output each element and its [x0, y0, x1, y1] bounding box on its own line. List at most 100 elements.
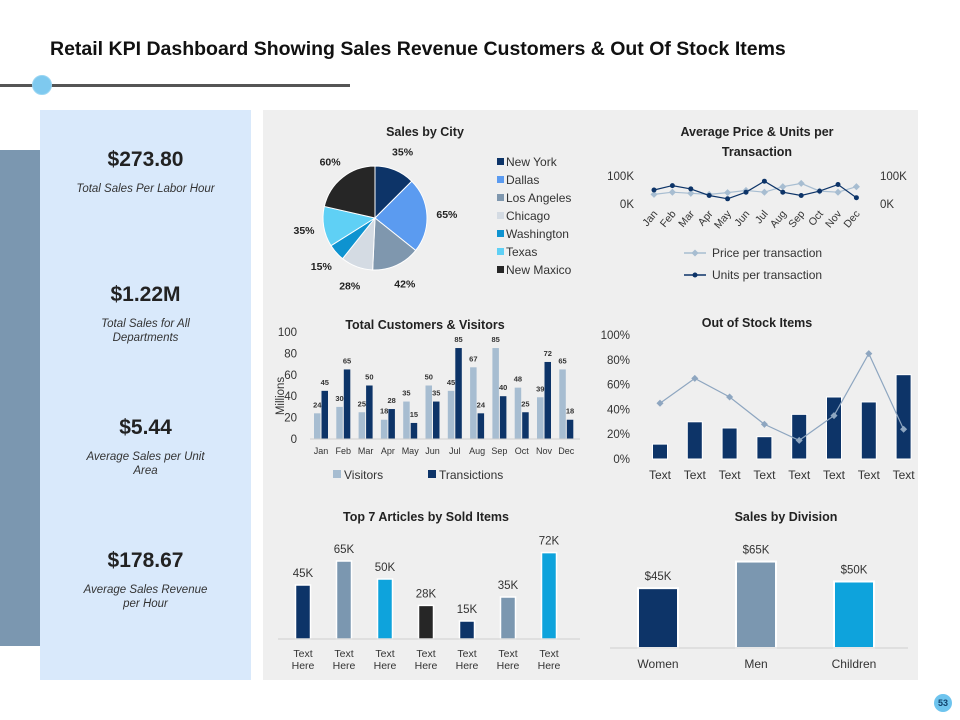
bar-data-label: 24 — [313, 400, 322, 409]
x-axis-tick: Text — [539, 648, 558, 660]
kpi-card: $273.80 Total Sales Per Labor Hour — [40, 148, 251, 196]
bar — [833, 580, 875, 649]
bar — [540, 551, 558, 640]
bar — [499, 596, 517, 640]
units-series-point — [743, 189, 749, 195]
stock-trend-series-point — [726, 393, 734, 401]
bar-data-label: 35 — [402, 389, 410, 398]
x-axis-tick: Jul — [449, 446, 461, 456]
x-axis-tick: Text — [893, 468, 916, 482]
y-axis-tick: 80% — [607, 355, 630, 367]
bar-data-label: 45 — [321, 378, 329, 387]
x-axis-tick: Men — [744, 657, 767, 671]
units-series-point — [798, 193, 804, 198]
x-axis-tick: Jan — [314, 446, 329, 456]
bar-data-label: 50K — [375, 562, 396, 574]
stock-chart-title: Out of Stock Items — [702, 316, 812, 330]
bar-data-label: 50 — [365, 373, 373, 382]
bar — [458, 620, 476, 640]
kpi-value: $273.80 — [107, 148, 184, 171]
legend-label: Transictions — [439, 468, 503, 482]
pie-slice — [374, 180, 428, 252]
x-axis-tick: Sep — [491, 446, 507, 456]
bar — [652, 443, 668, 460]
x-axis-tick: Feb — [658, 208, 679, 230]
bar-data-label: 48 — [514, 375, 522, 384]
price-series-point — [779, 183, 787, 191]
x-axis-tick: Mar — [358, 446, 374, 456]
legend-swatch — [497, 194, 504, 201]
bar — [433, 401, 440, 439]
pie-data-label: 15% — [311, 261, 333, 273]
y-axis-tick: 0 — [291, 434, 297, 446]
bar — [321, 390, 328, 439]
x-axis-tick: Sep — [786, 208, 807, 230]
kpi-label: Total Sales Per Labor Hour — [76, 183, 215, 195]
bar — [492, 348, 499, 439]
kpi-card: $5.44 Average Sales per Unit Area — [40, 416, 251, 478]
right-axis-tick: 0K — [880, 199, 894, 211]
stock-trend-series-line — [659, 352, 905, 442]
legend-label: Chicago — [506, 209, 550, 223]
bar — [425, 385, 432, 439]
bar — [559, 369, 566, 439]
bar — [477, 413, 485, 439]
x-axis-tick: Nov — [536, 446, 553, 456]
legend-swatch — [497, 158, 504, 165]
x-axis-tick: Here — [292, 660, 315, 672]
x-axis-tick: Here — [415, 660, 438, 672]
bar-data-label: 39 — [536, 384, 544, 393]
stock-trend-series-point — [795, 436, 803, 444]
bar-data-label: $45K — [645, 571, 672, 583]
y-axis-tick: 20 — [284, 413, 297, 425]
kpi-panel: $273.80 Total Sales Per Labor Hour $1.22… — [40, 110, 251, 680]
kpi-value: $178.67 — [107, 549, 184, 572]
legend-label: New York — [506, 155, 558, 169]
y-axis-tick: 100 — [278, 327, 297, 339]
bar-data-label: 40 — [499, 383, 507, 392]
line-chart-title: Average Price & Units per — [680, 125, 833, 139]
x-axis-tick: Text — [293, 648, 312, 660]
bar — [860, 401, 877, 460]
x-axis-tick: Text — [858, 468, 881, 482]
bar-data-label: 45 — [447, 378, 455, 387]
y-axis-tick: 0% — [613, 454, 630, 466]
legend-marker — [692, 272, 698, 278]
kpi-value: $5.44 — [119, 416, 172, 439]
legend-swatch — [428, 470, 436, 478]
bar — [403, 401, 410, 439]
bar — [455, 348, 462, 439]
bar-data-label: 18 — [380, 407, 388, 416]
stock-trend-series-point — [760, 420, 768, 428]
bar — [343, 369, 351, 439]
pie-data-label: 35% — [392, 146, 414, 158]
bar-data-label: 18 — [566, 407, 574, 416]
page-title: Retail KPI Dashboard Showing Sales Reven… — [50, 38, 786, 60]
x-axis-tick: Jun — [732, 208, 752, 229]
bar — [566, 419, 574, 439]
x-axis-tick: Text — [753, 468, 776, 482]
bar-data-label: 28K — [416, 588, 437, 600]
bar — [637, 587, 679, 650]
kpi-label: Total Sales for All Departments — [101, 318, 190, 344]
bar — [470, 367, 477, 439]
pie-data-label: 28% — [339, 280, 361, 292]
units-series-point — [706, 193, 712, 198]
x-axis-tick: Oct — [806, 208, 826, 228]
bar — [895, 374, 912, 460]
bar — [388, 409, 395, 439]
bar — [514, 387, 522, 439]
bar-data-label: $50K — [841, 565, 868, 577]
x-axis-tick: Women — [637, 657, 678, 671]
x-axis-tick: Apr — [381, 446, 395, 456]
bar-data-label: 35K — [498, 580, 519, 592]
bar-data-label: 25 — [521, 399, 529, 408]
bar-data-label: 65 — [343, 356, 351, 365]
x-axis-tick: Text — [684, 468, 707, 482]
bar-data-label: 15 — [410, 410, 418, 419]
y-axis-label: Millions — [275, 377, 287, 416]
bar-data-label: 30 — [335, 394, 343, 403]
units-series-point — [817, 188, 823, 194]
y-axis-tick: 60 — [284, 370, 297, 382]
